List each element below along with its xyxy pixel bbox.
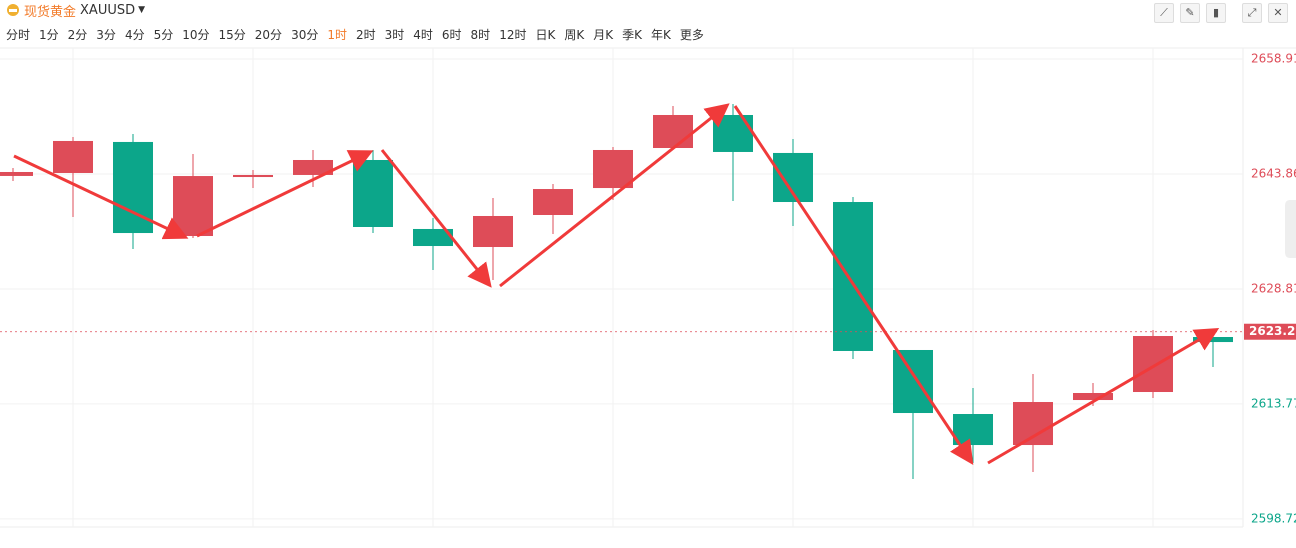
candle-body bbox=[653, 114, 693, 149]
candle-body bbox=[1133, 336, 1173, 393]
timeframe-tab[interactable]: 12时 bbox=[499, 27, 527, 42]
timeframe-tab[interactable]: 8时 bbox=[470, 27, 491, 42]
candle-body bbox=[353, 159, 393, 227]
timeframe-tab[interactable]: 月K bbox=[593, 27, 614, 42]
candle-body bbox=[713, 114, 753, 152]
tool-candle[interactable]: ▮ bbox=[1206, 3, 1226, 23]
candle-body bbox=[833, 202, 873, 351]
y-tick-label: 2658.91 bbox=[1251, 52, 1296, 66]
y-tick-label: 2613.77 bbox=[1251, 396, 1296, 410]
tool-line[interactable]: ⟋ bbox=[1154, 3, 1174, 23]
timeframe-tab[interactable]: 15分 bbox=[218, 27, 246, 42]
toolbar: ⟋ ✎ ▮ ⤢ ✕ bbox=[1148, 3, 1288, 23]
candle-body bbox=[53, 140, 93, 173]
timeframe-tab[interactable]: 1时 bbox=[327, 27, 347, 42]
tool-draw[interactable]: ✎ bbox=[1180, 3, 1200, 23]
timeframe-tab[interactable]: 季K bbox=[622, 27, 642, 42]
candle-body bbox=[473, 215, 513, 248]
timeframe-tab[interactable]: 30分 bbox=[291, 27, 319, 42]
last-price-label: 2623.21 bbox=[1249, 324, 1296, 338]
trend-arrows bbox=[13, 103, 1220, 465]
dropdown-caret[interactable]: ▼ bbox=[138, 5, 146, 15]
candle-body bbox=[293, 159, 333, 175]
timeframe-tab[interactable]: 3时 bbox=[384, 27, 405, 42]
candle-body bbox=[113, 141, 153, 234]
candle-body bbox=[173, 176, 213, 237]
timeframe-tab[interactable]: 20分 bbox=[254, 27, 283, 42]
timeframe-tab[interactable]: 6时 bbox=[441, 27, 462, 42]
timeframe-tabs: 分时 1分 2分 3分 4分 5分 10分 15分 20分 30分 1时 2时 3时 4时 6时 8时 12时日… bbox=[6, 24, 713, 44]
candle-body bbox=[593, 149, 633, 189]
timeframe-tab[interactable]: 2时 bbox=[355, 27, 376, 42]
candle-body bbox=[1193, 337, 1233, 343]
candle-body bbox=[233, 174, 273, 178]
timeframe-tab[interactable]: 更多 bbox=[679, 27, 704, 42]
candle-body bbox=[533, 189, 573, 216]
last-price-box bbox=[1244, 323, 1296, 340]
candle-body bbox=[893, 349, 933, 414]
timeframe-tab[interactable]: 年K bbox=[650, 27, 671, 42]
header: 现货黄金 XAUUSD ▼ bbox=[0, 0, 145, 20]
tool-close[interactable]: ✕ bbox=[1268, 3, 1288, 23]
candle-body bbox=[1013, 402, 1053, 446]
instrument-name[interactable]: 现货黄金 bbox=[24, 4, 77, 20]
timeframe-tab[interactable]: 5分 bbox=[153, 27, 174, 42]
timeframe-tab[interactable]: 日K bbox=[535, 27, 556, 42]
candle-body bbox=[413, 228, 453, 247]
timeframe-tab[interactable]: 4分 bbox=[124, 27, 145, 42]
y-tick-label: 2598.72 bbox=[1251, 511, 1296, 525]
gold-icon bbox=[7, 4, 19, 16]
timeframe-tab[interactable]: 1分 bbox=[39, 27, 59, 42]
side-collapse[interactable] bbox=[1285, 200, 1296, 258]
timeframe-tab[interactable]: 2分 bbox=[67, 27, 88, 42]
candle-body bbox=[953, 414, 993, 446]
y-tick-label: 2643.86 bbox=[1251, 166, 1296, 180]
y-tick-label: 2628.81 bbox=[1251, 281, 1296, 295]
candle-body bbox=[773, 152, 813, 203]
candle-body bbox=[0, 171, 33, 176]
timeframe-tab[interactable]: 4时 bbox=[413, 27, 433, 42]
tool-expand[interactable]: ⤢ bbox=[1242, 3, 1262, 23]
timeframe-tab[interactable]: 3分 bbox=[96, 27, 116, 42]
timeframe-tab[interactable]: 周K bbox=[564, 27, 585, 42]
timeframe-tab[interactable]: 10分 bbox=[182, 27, 210, 42]
candle-body bbox=[1073, 393, 1113, 401]
instrument-symbol[interactable]: XAUUSD bbox=[80, 2, 136, 18]
timeframe-tab[interactable]: 分时 bbox=[6, 27, 31, 42]
v-grid bbox=[72, 48, 1154, 527]
